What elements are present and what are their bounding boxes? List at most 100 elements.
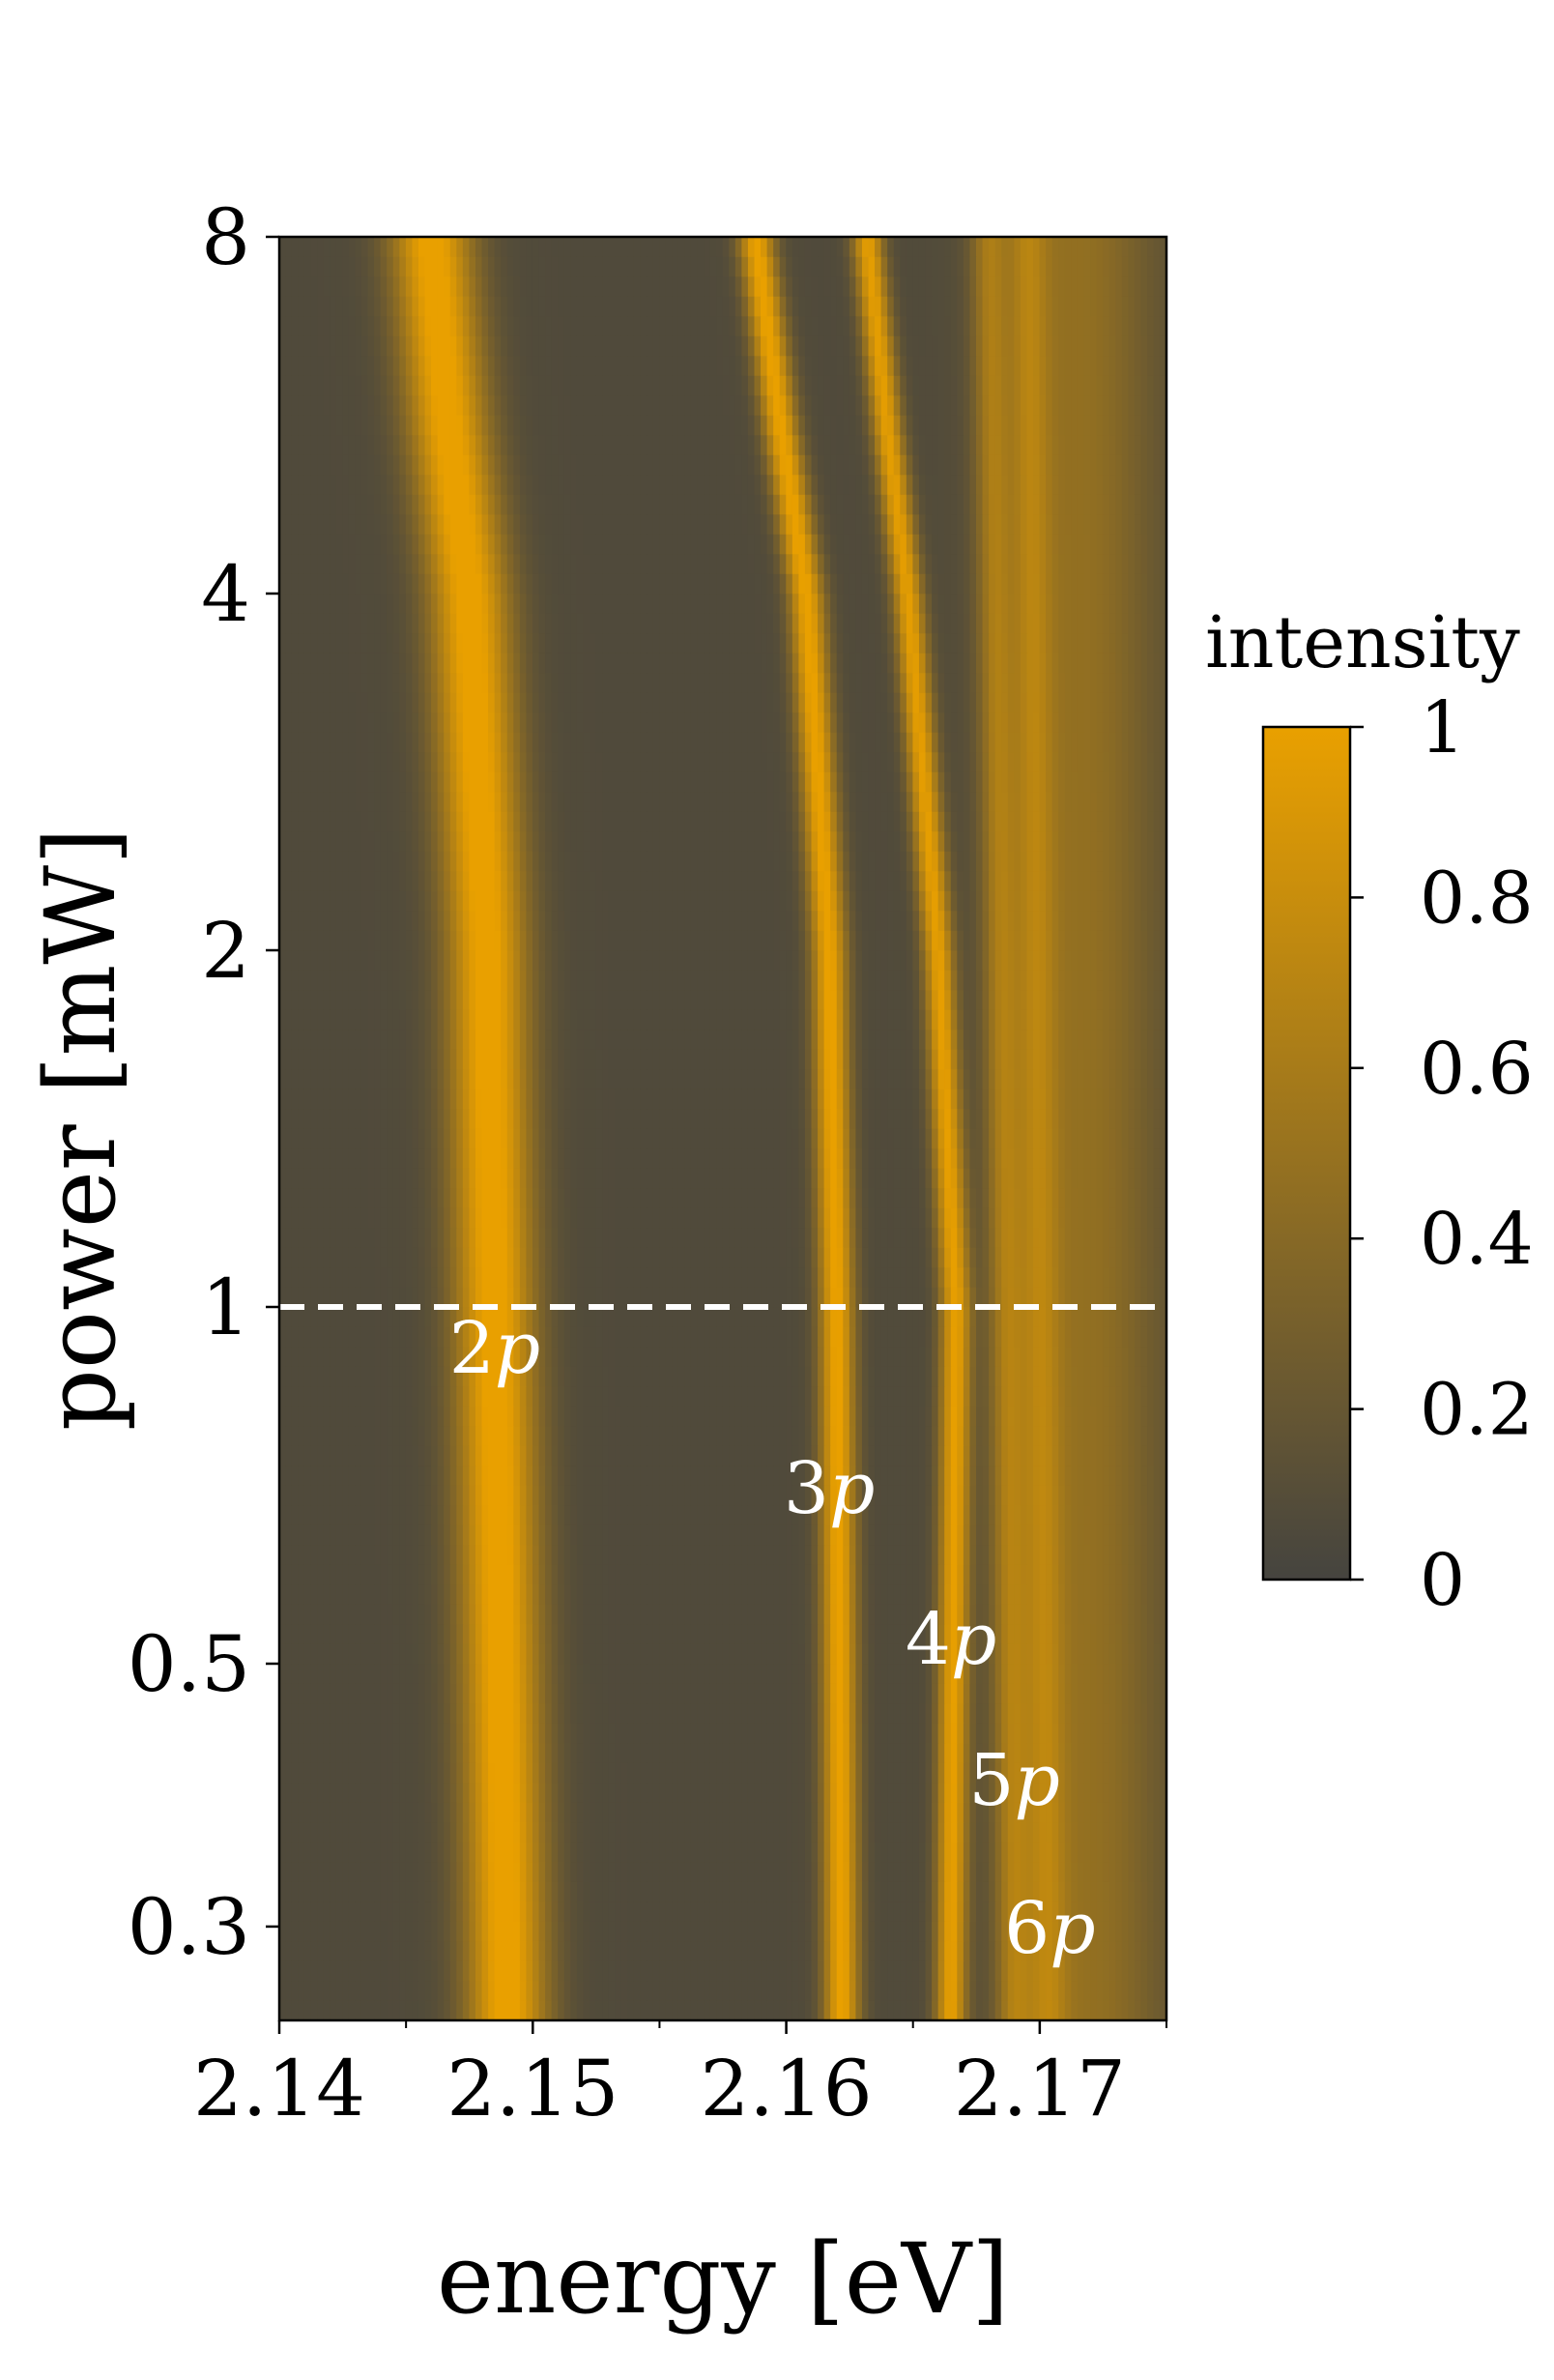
heatmap-cell [437,1564,445,1585]
heatmap-cell [513,1366,521,1387]
heatmap-cell [893,1821,901,1843]
heatmap-cell [367,1723,375,1744]
heatmap-cell [360,1940,369,1961]
heatmap-cell [811,1861,819,1882]
heatmap-cell [538,1425,546,1446]
heatmap-cell [481,1643,489,1665]
heatmap-cell [348,1762,356,1784]
heatmap-cell [627,1960,635,1982]
heatmap-cell [1134,1842,1142,1863]
heatmap-cell [798,1366,806,1387]
heatmap-cell [1108,1406,1116,1427]
heatmap-cell [887,1881,895,1902]
heatmap-cell [906,1742,914,1763]
heatmap-cell [843,1604,850,1625]
heatmap-cell [1020,1881,1028,1902]
heatmap-cell [875,1960,882,1982]
heatmap-cell [1046,1742,1053,1763]
heatmap-cell [823,1842,831,1863]
heatmap-cell [576,1643,585,1665]
heatmap-cell [374,1385,382,1407]
heatmap-cell [716,1683,724,1704]
heatmap-cell [310,1445,318,1466]
heatmap-cell [633,1425,642,1446]
heatmap-cell [1026,1762,1034,1784]
heatmap-cell [975,1901,984,1922]
heatmap-cell [303,1524,312,1546]
heatmap-cell [1046,2000,1053,2020]
heatmap-cell [950,1465,958,1486]
heatmap-cell [360,1643,369,1665]
heatmap-cell [424,1881,432,1902]
heatmap-cell [665,1782,673,1803]
heatmap-cell [298,1425,305,1446]
heatmap-cell [918,1702,927,1724]
heatmap-cell [444,1683,451,1704]
heatmap-cell [754,1465,762,1486]
heatmap-cell [830,1425,838,1446]
heatmap-cell [590,1425,597,1446]
heatmap-cell [766,1821,774,1843]
heatmap-cell [330,1980,337,2001]
heatmap-cell [1134,1643,1142,1665]
heatmap-cell [494,1861,502,1882]
heatmap-cell [576,1702,585,1724]
heatmap-cell [957,1643,964,1665]
heatmap-cell [526,1385,533,1407]
heatmap-cell [374,1881,382,1902]
heatmap-cell [342,1683,350,1704]
heatmap-cell [469,1821,476,1843]
heatmap-cell [918,1623,927,1644]
heatmap-cell [469,1623,476,1644]
heatmap-cell [722,1366,730,1387]
heatmap-cell [323,2000,331,2020]
heatmap-cell [1103,1346,1110,1367]
heatmap-cell [918,1782,927,1803]
heatmap-cell [519,1762,528,1784]
heatmap-cell [704,1504,711,1525]
heatmap-cell [1058,1425,1066,1446]
heatmap-cell [818,1544,825,1565]
heatmap-cell [1064,1782,1072,1803]
heatmap-cell [994,1643,1002,1665]
heatmap-cell [830,1842,838,1863]
heatmap-cell [880,1623,888,1644]
heatmap-cell [836,1524,844,1546]
heatmap-cell [944,1346,952,1367]
heatmap-cell [709,1445,717,1466]
heatmap-cell [982,1524,990,1546]
heatmap-cell [444,1346,451,1367]
heatmap-cell [1033,1980,1041,2001]
heatmap-cell [786,1742,793,1763]
heatmap-cell [1153,1802,1161,1823]
heatmap-cell [880,1663,888,1684]
heatmap-cell [754,1326,762,1348]
heatmap-cell [868,1485,876,1506]
heatmap-cell [538,1346,546,1367]
heatmap-cell [729,1901,736,1922]
heatmap-cell [1033,1940,1041,1961]
heatmap-cell [437,1921,445,1942]
heatmap-cell [538,1940,546,1961]
heatmap-cell [1020,1762,1028,1784]
heatmap-cell [754,1723,762,1744]
heatmap-cell [1121,1861,1129,1882]
heatmap-cell [558,1366,565,1387]
heatmap-cell [773,1702,781,1724]
heatmap-cell [722,1465,730,1486]
heatmap-cell [367,1683,375,1704]
heatmap-cell [488,1524,496,1546]
heatmap-cell [1046,1802,1053,1823]
heatmap-cell [932,1782,939,1803]
heatmap-cell [875,1742,882,1763]
heatmap-cell [804,1921,813,1942]
heatmap-cell [615,1445,622,1466]
heatmap-cell [684,1406,692,1427]
heatmap-cell [538,1683,546,1704]
heatmap-cell [893,1782,901,1803]
heatmap-cell [665,1643,673,1665]
heatmap-cell [449,1842,457,1863]
heatmap-cell [1001,1385,1009,1407]
heatmap-cell [570,1782,578,1803]
heatmap-cell [709,1702,717,1724]
